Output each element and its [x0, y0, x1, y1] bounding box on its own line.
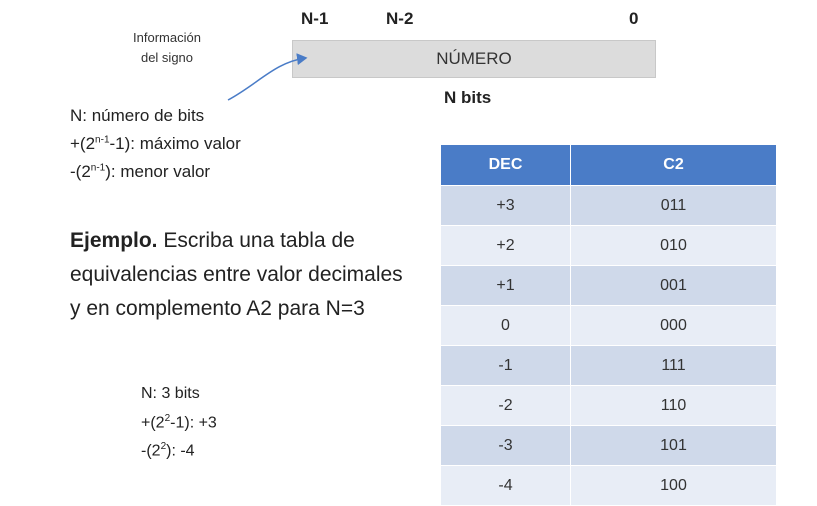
solution-min-suffix: ): -4 [166, 442, 195, 460]
table-row: -2 110 [440, 385, 777, 426]
equivalence-table: DEC C2 +3 011 +2 010 +1 001 0 000 -1 111 -2 11… [440, 144, 777, 506]
def-min-sup: n-1 [90, 162, 106, 174]
number-box: NÚMERO [292, 40, 656, 78]
solution-max-suffix: -1): +3 [170, 414, 217, 432]
sign-note: Información del signo [112, 28, 222, 68]
example-bold: Ejemplo. [70, 229, 158, 252]
cell-c2: 111 [570, 345, 777, 386]
solution-min: -(22): -4 [141, 441, 195, 460]
bit-label-n-1: N-1 [301, 9, 329, 28]
example-paragraph: Ejemplo. Escriba una tabla de equivalenc… [70, 224, 410, 326]
cell-dec: 0 [440, 305, 571, 346]
cell-dec: +2 [440, 225, 571, 266]
sign-note-line2: del signo [140, 50, 194, 65]
cell-c2: 110 [570, 385, 777, 426]
cell-dec: -4 [440, 465, 571, 506]
def-min: -(2n-1): menor valor [70, 162, 210, 182]
cell-dec: +3 [440, 185, 571, 226]
header-c2: C2 [570, 144, 777, 186]
solution-max-sup: 2 [164, 413, 171, 424]
cell-dec: +1 [440, 265, 571, 306]
header-dec: DEC [440, 144, 571, 186]
number-box-label: NÚMERO [436, 49, 512, 68]
solution-max-prefix: +(2 [141, 414, 165, 432]
sign-note-line1: Información [133, 30, 201, 45]
def-n-label: N [70, 106, 83, 125]
n-bits-label: N bits [444, 88, 492, 107]
cell-dec: -3 [440, 425, 571, 466]
def-n: N: número de bits [70, 106, 204, 126]
cell-c2: 000 [570, 305, 777, 346]
solution-min-prefix: -(2 [141, 442, 161, 460]
solution-bits: N: 3 bits [141, 385, 200, 402]
table-row: +3 011 [440, 185, 777, 226]
cell-c2: 100 [570, 465, 777, 506]
table-row: +1 001 [440, 265, 777, 306]
def-max-sup: n-1 [95, 134, 110, 146]
sign-arrow [227, 53, 308, 101]
bit-label-0: 0 [629, 9, 639, 28]
def-max-suffix: -1): máximo valor [109, 134, 241, 153]
cell-dec: -2 [440, 385, 571, 426]
cell-c2: 011 [570, 185, 777, 226]
table-row: -1 111 [440, 345, 777, 386]
table-row: -4 100 [440, 465, 777, 506]
def-n-text: : número de bits [82, 106, 205, 125]
def-min-suffix: ): menor valor [105, 162, 211, 181]
table-row: 0 000 [440, 305, 777, 346]
solution-max: +(22-1): +3 [141, 413, 217, 432]
cell-c2: 010 [570, 225, 777, 266]
cell-dec: -1 [440, 345, 571, 386]
def-max-prefix: +(2 [70, 134, 96, 153]
table-header-row: DEC C2 [440, 144, 777, 186]
bit-label-n-2: N-2 [386, 9, 414, 28]
solution-min-sup: 2 [160, 441, 167, 452]
cell-c2: 101 [570, 425, 777, 466]
def-max: +(2n-1-1): máximo valor [70, 134, 241, 154]
table-row: -3 101 [440, 425, 777, 466]
table-row: +2 010 [440, 225, 777, 266]
def-min-prefix: -(2 [70, 162, 91, 181]
cell-c2: 001 [570, 265, 777, 306]
example-text: Escriba una tabla de equivalencias entre… [70, 229, 403, 320]
